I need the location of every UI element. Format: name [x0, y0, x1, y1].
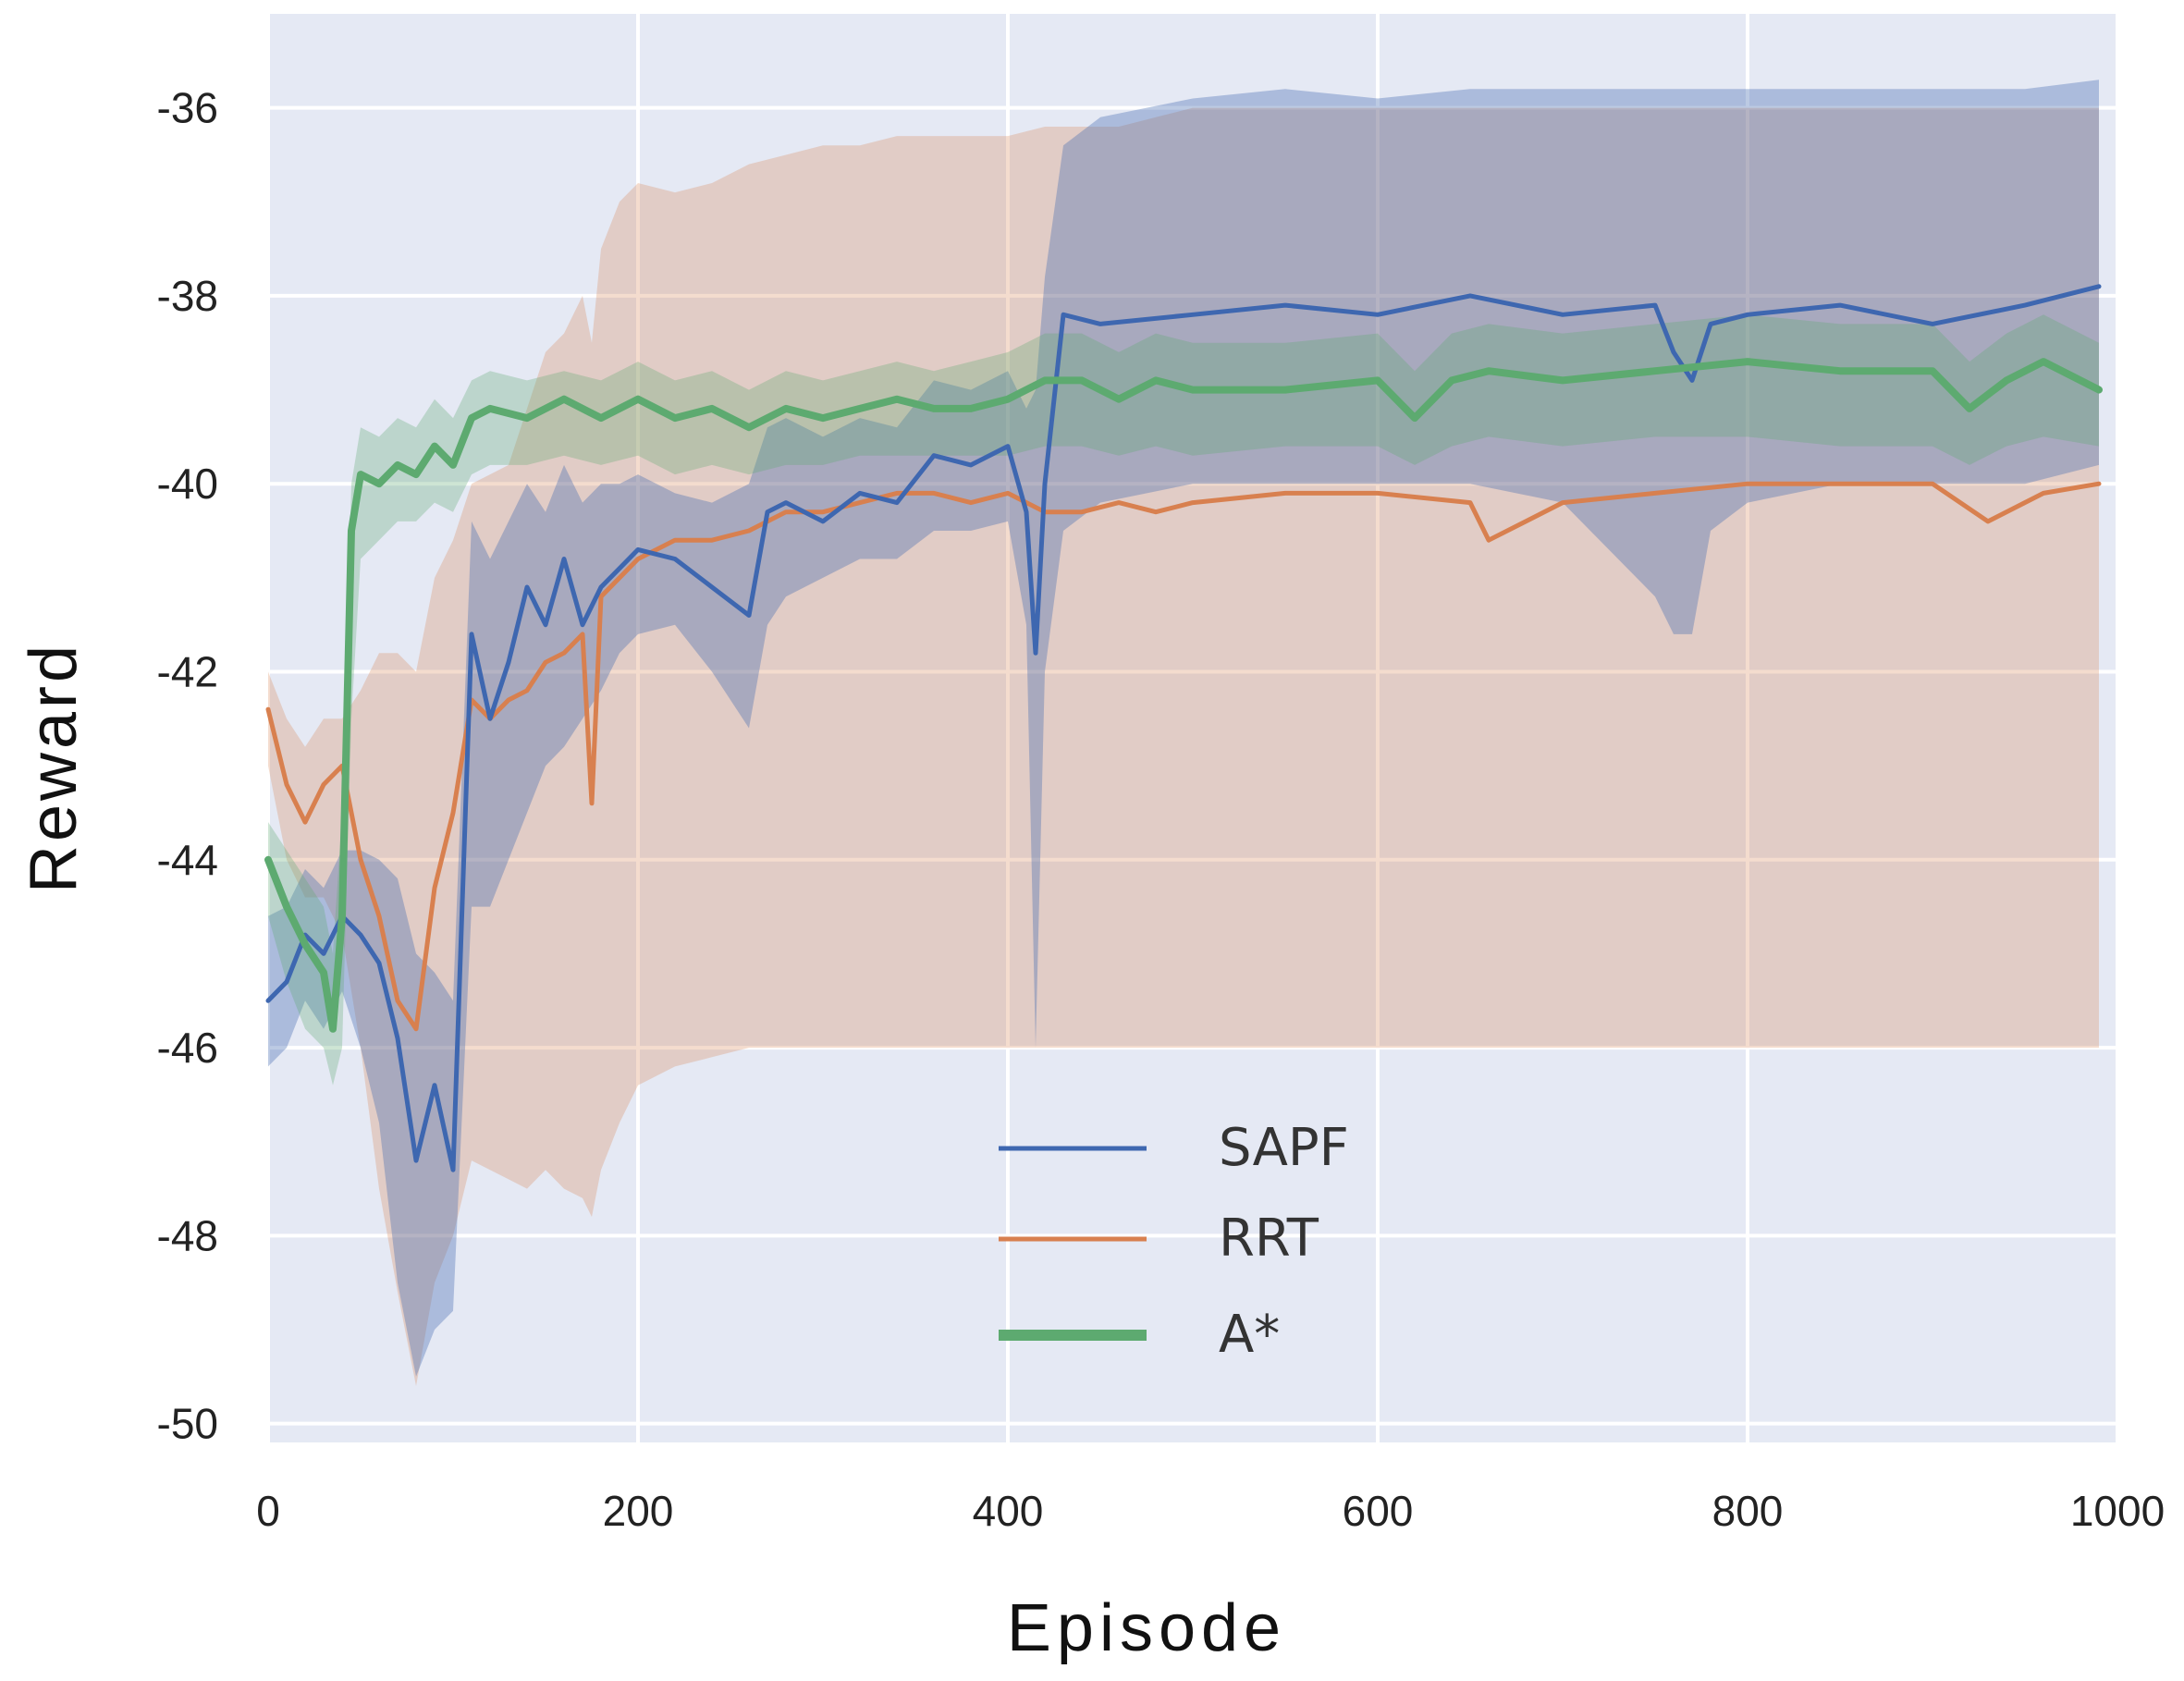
band-astar — [268, 314, 2099, 1086]
x-tick-label: 0 — [256, 1487, 280, 1535]
y-ticks: -50 -48 -46 -44 -42 -40 -38 -36 — [157, 84, 218, 1448]
bands — [268, 80, 2099, 1387]
y-tick-label: -50 — [157, 1400, 218, 1448]
legend-label-rrt: RRT — [1219, 1209, 1319, 1269]
x-tick-label: 200 — [603, 1487, 674, 1535]
y-tick-label: -44 — [157, 836, 218, 884]
y-axis-title: Reward — [17, 642, 91, 893]
x-ticks: 0 200 400 600 800 1000 — [256, 1487, 2165, 1535]
y-tick-label: -42 — [157, 648, 218, 696]
x-tick-label: 400 — [973, 1487, 1044, 1535]
legend-label-astar: A* — [1219, 1305, 1280, 1365]
series-line-rrt — [265, 481, 2102, 1032]
series-lines — [264, 284, 2103, 1172]
x-tick-label: 1000 — [2070, 1487, 2165, 1535]
plot-background — [268, 14, 2117, 1442]
y-tick-label: -40 — [157, 460, 218, 508]
series-line-sapf — [265, 284, 2102, 1172]
series-line-astar — [264, 358, 2103, 1033]
legend-label-sapf: SAPF — [1219, 1118, 1349, 1178]
legend: SAPF RRT A* — [999, 1118, 1349, 1365]
y-tick-label: -48 — [157, 1211, 218, 1259]
y-tick-label: -36 — [157, 84, 218, 132]
y-tick-label: -38 — [157, 272, 218, 320]
y-tick-label: -46 — [157, 1024, 218, 1072]
x-tick-label: 800 — [1712, 1487, 1784, 1535]
x-tick-label: 600 — [1343, 1487, 1414, 1535]
band-rrt — [268, 107, 2099, 1387]
x-axis-title: Episode — [1007, 1591, 1286, 1665]
band-sapf — [268, 80, 2099, 1377]
grid — [266, 14, 2119, 1442]
